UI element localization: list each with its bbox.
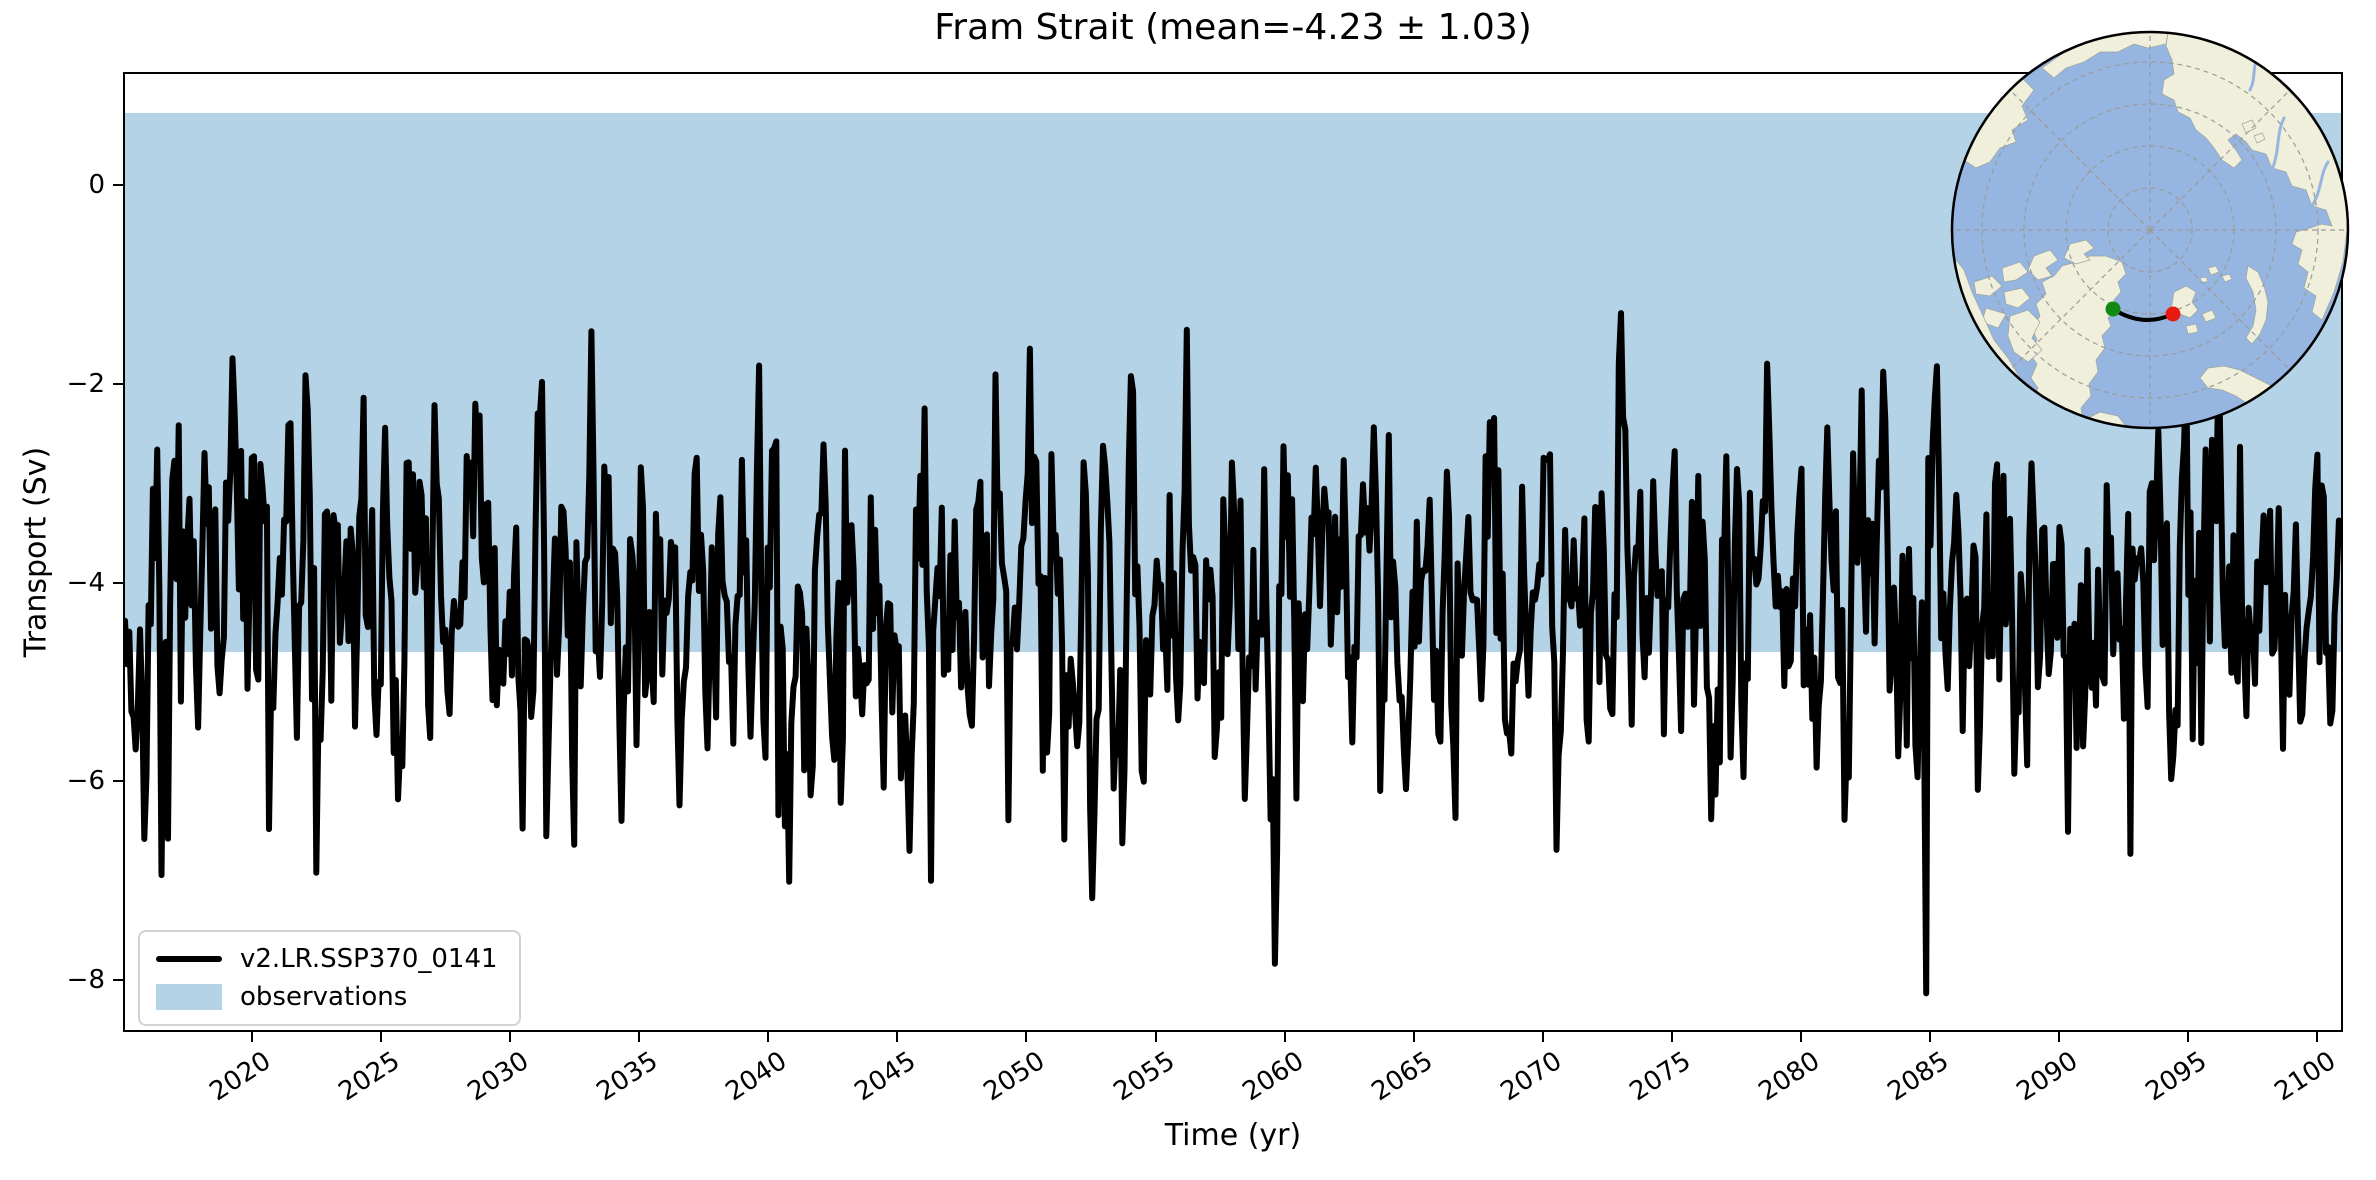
x-axis-tick	[638, 1032, 641, 1042]
legend: v2.LR.SSP370_0141 observations	[138, 930, 521, 1026]
y-axis-label: Transport (Sv)	[18, 446, 54, 658]
y-axis-tick	[113, 382, 123, 385]
series-svg	[125, 310, 2341, 997]
legend-observations-label: observations	[240, 982, 408, 1012]
y-axis-tick	[113, 780, 123, 783]
map-start-point	[2105, 301, 2121, 317]
x-axis-tick	[1412, 1032, 1415, 1042]
x-axis-tick	[1928, 1032, 1931, 1042]
map-graticule	[1952, 32, 2348, 428]
x-axis-label: Time (yr)	[1164, 1118, 1302, 1153]
x-axis-tick	[380, 1032, 383, 1042]
x-axis-tick	[2316, 1032, 2319, 1042]
x-axis-tick	[251, 1032, 254, 1042]
series-line	[125, 310, 2341, 997]
x-axis-tick	[1670, 1032, 1673, 1042]
y-axis-tick	[113, 979, 123, 982]
x-axis-tick	[1799, 1032, 1802, 1042]
legend-entry-series: v2.LR.SSP370_0141	[156, 944, 498, 974]
map-border	[1950, 30, 2350, 430]
legend-series-label: v2.LR.SSP370_0141	[240, 944, 498, 974]
x-axis-tick	[509, 1032, 512, 1042]
map-land-canadian-archipelago	[1973, 239, 2095, 363]
legend-patch-sample	[156, 984, 222, 1010]
y-axis-tick	[113, 581, 123, 584]
x-axis-tick	[1154, 1032, 1157, 1042]
y-axis-tick	[113, 183, 123, 186]
x-axis-tick	[2187, 1032, 2190, 1042]
y-axis-tick-label: −4	[66, 567, 105, 598]
x-axis-tick	[2058, 1032, 2061, 1042]
x-axis-tick	[1283, 1032, 1286, 1042]
x-axis-tick	[896, 1032, 899, 1042]
x-axis-tick	[1541, 1032, 1544, 1042]
chart-title: Fram Strait (mean=-4.23 ± 1.03)	[934, 7, 1532, 48]
y-axis-tick-label: 0	[88, 169, 105, 200]
legend-entry-observations: observations	[156, 982, 407, 1012]
y-axis-tick-label: −2	[66, 368, 105, 399]
y-axis-tick-label: −8	[66, 965, 105, 996]
x-axis-tick	[767, 1032, 770, 1042]
map-end-point	[2165, 306, 2181, 322]
map-land-severnaya-zemlya	[2241, 119, 2266, 144]
inset-map	[1950, 30, 2350, 430]
x-axis-tick	[1025, 1032, 1028, 1042]
legend-line-sample	[156, 956, 222, 962]
y-axis-tick-label: −6	[66, 766, 105, 797]
